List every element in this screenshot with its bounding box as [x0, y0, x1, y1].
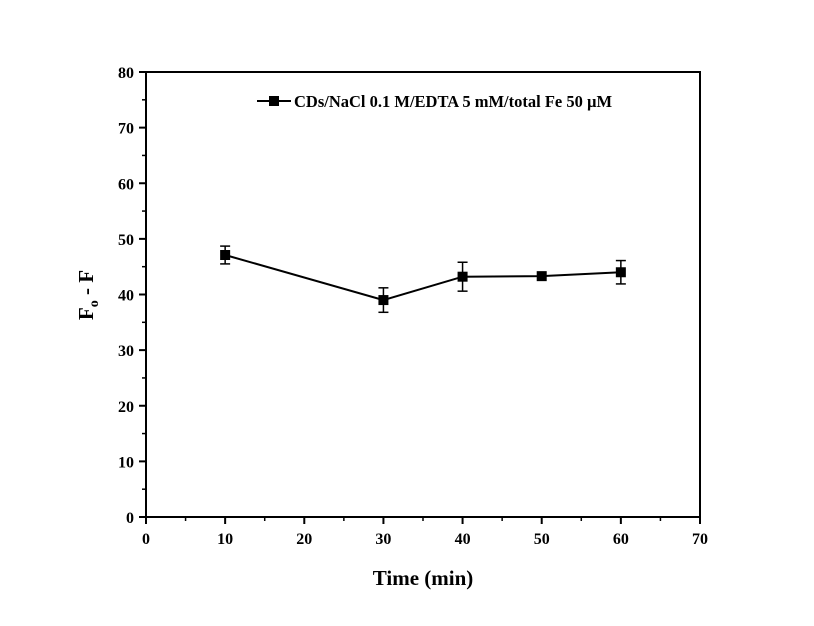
y-tick-label: 10 [118, 454, 134, 471]
data-point [220, 250, 231, 261]
x-tick-label: 20 [296, 531, 312, 548]
y-tick-label: 50 [118, 232, 134, 249]
y-label-sub: o [87, 300, 102, 307]
legend-marker [269, 96, 279, 106]
x-tick-label: 60 [613, 531, 629, 548]
x-axis-label: Time (min) [373, 566, 474, 590]
plot-frame [145, 71, 701, 518]
series-marks [220, 245, 626, 314]
x-tick-label: 0 [142, 531, 150, 548]
data-point [615, 267, 626, 278]
x-tick-label: 10 [217, 531, 233, 548]
axes: 0 10 20 30 40 50 60 70 0 10 20 30 40 50 60 70 80 [118, 65, 708, 548]
legend: CDs/NaCl 0.1 M/EDTA 5 mM/total Fe 50 µM [257, 92, 613, 111]
x-tick-label: 30 [375, 531, 391, 548]
y-tick-label: 80 [118, 65, 134, 82]
y-tick-label: 40 [118, 288, 134, 305]
data-point [457, 271, 468, 282]
y-label-main: F [74, 307, 98, 320]
y-tick-label: 0 [126, 510, 134, 527]
x-tick-label: 70 [692, 531, 708, 548]
y-tick-label: 70 [118, 121, 134, 138]
y-label-rest: - F [74, 270, 98, 300]
x-tick-label: 40 [455, 531, 471, 548]
y-tick-label: 20 [118, 399, 134, 416]
data-point [536, 271, 547, 282]
y-tick-label: 30 [118, 343, 134, 360]
y-tick-label: 60 [118, 176, 134, 193]
series-line [224, 254, 621, 302]
data-point [378, 295, 389, 306]
y-axis-label: Fo - F [74, 270, 102, 320]
x-tick-label: 50 [534, 531, 550, 548]
legend-label: CDs/NaCl 0.1 M/EDTA 5 mM/total Fe 50 µM [294, 92, 613, 111]
